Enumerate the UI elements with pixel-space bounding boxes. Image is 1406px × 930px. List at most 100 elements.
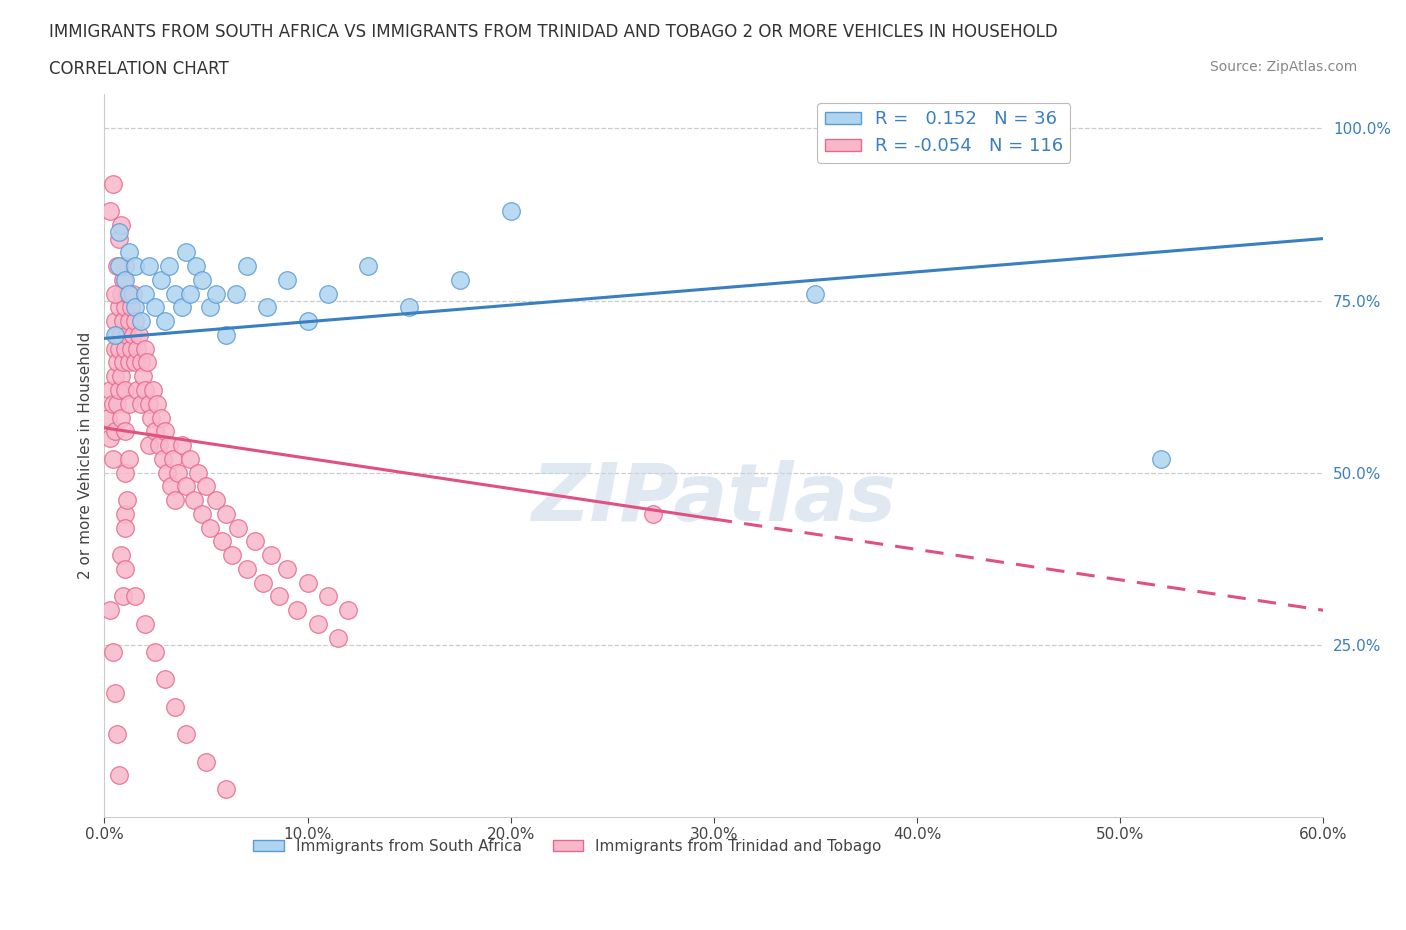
Point bbox=[307, 617, 329, 631]
Point bbox=[449, 272, 471, 287]
Point bbox=[194, 754, 217, 769]
Point bbox=[170, 438, 193, 453]
Point bbox=[183, 493, 205, 508]
Point bbox=[129, 355, 152, 370]
Point bbox=[103, 313, 125, 328]
Point bbox=[166, 465, 188, 480]
Point bbox=[160, 479, 183, 494]
Point bbox=[165, 699, 187, 714]
Point bbox=[110, 327, 132, 342]
Point bbox=[110, 286, 132, 301]
Point bbox=[179, 286, 201, 301]
Point bbox=[124, 589, 146, 604]
Point bbox=[121, 286, 143, 301]
Point bbox=[103, 369, 125, 384]
Point bbox=[221, 548, 243, 563]
Point bbox=[107, 232, 129, 246]
Point bbox=[174, 479, 197, 494]
Point bbox=[114, 562, 136, 577]
Point bbox=[134, 286, 156, 301]
Point bbox=[191, 272, 214, 287]
Text: CORRELATION CHART: CORRELATION CHART bbox=[49, 60, 229, 78]
Point bbox=[103, 286, 125, 301]
Point bbox=[198, 520, 221, 535]
Point bbox=[107, 768, 129, 783]
Point bbox=[198, 300, 221, 315]
Point bbox=[191, 507, 214, 522]
Point bbox=[136, 355, 159, 370]
Point bbox=[276, 562, 298, 577]
Point bbox=[162, 451, 184, 466]
Point bbox=[215, 327, 238, 342]
Point bbox=[124, 259, 146, 273]
Point bbox=[205, 493, 228, 508]
Point bbox=[129, 396, 152, 411]
Point bbox=[138, 259, 160, 273]
Text: Source: ZipAtlas.com: Source: ZipAtlas.com bbox=[1209, 60, 1357, 74]
Point bbox=[252, 576, 274, 591]
Point bbox=[103, 327, 125, 342]
Point bbox=[124, 355, 146, 370]
Point bbox=[398, 300, 420, 315]
Point bbox=[165, 286, 187, 301]
Point bbox=[211, 534, 233, 549]
Point bbox=[101, 176, 124, 191]
Point bbox=[105, 726, 128, 741]
Point bbox=[316, 589, 339, 604]
Point bbox=[110, 218, 132, 232]
Point bbox=[107, 382, 129, 397]
Point bbox=[115, 286, 138, 301]
Point bbox=[228, 520, 250, 535]
Point bbox=[132, 369, 155, 384]
Point bbox=[129, 313, 152, 328]
Point bbox=[105, 327, 128, 342]
Point bbox=[114, 341, 136, 356]
Point bbox=[103, 424, 125, 439]
Point bbox=[128, 327, 150, 342]
Point bbox=[804, 286, 827, 301]
Point bbox=[101, 396, 124, 411]
Point bbox=[194, 479, 217, 494]
Point bbox=[124, 313, 146, 328]
Point bbox=[110, 369, 132, 384]
Point bbox=[152, 451, 174, 466]
Point bbox=[103, 341, 125, 356]
Point bbox=[111, 272, 134, 287]
Point bbox=[215, 782, 238, 797]
Point bbox=[134, 341, 156, 356]
Point bbox=[105, 396, 128, 411]
Point bbox=[115, 327, 138, 342]
Point bbox=[107, 341, 129, 356]
Point bbox=[100, 382, 122, 397]
Point bbox=[215, 507, 238, 522]
Point bbox=[297, 313, 319, 328]
Point bbox=[157, 438, 180, 453]
Point bbox=[337, 603, 360, 618]
Point bbox=[107, 300, 129, 315]
Point bbox=[143, 424, 166, 439]
Point bbox=[111, 589, 134, 604]
Point bbox=[118, 286, 141, 301]
Point bbox=[118, 396, 141, 411]
Point bbox=[148, 438, 170, 453]
Point bbox=[235, 562, 257, 577]
Point bbox=[101, 644, 124, 659]
Point bbox=[111, 313, 134, 328]
Point bbox=[205, 286, 228, 301]
Point bbox=[124, 300, 146, 315]
Point bbox=[120, 341, 142, 356]
Point bbox=[256, 300, 278, 315]
Point bbox=[111, 355, 134, 370]
Point bbox=[260, 548, 283, 563]
Point bbox=[146, 396, 169, 411]
Point bbox=[114, 465, 136, 480]
Point bbox=[114, 382, 136, 397]
Point bbox=[170, 300, 193, 315]
Text: ZIPatlas: ZIPatlas bbox=[531, 459, 897, 538]
Point bbox=[143, 300, 166, 315]
Point bbox=[243, 534, 266, 549]
Point bbox=[100, 431, 122, 445]
Point bbox=[155, 424, 177, 439]
Point bbox=[499, 204, 522, 219]
Point bbox=[101, 451, 124, 466]
